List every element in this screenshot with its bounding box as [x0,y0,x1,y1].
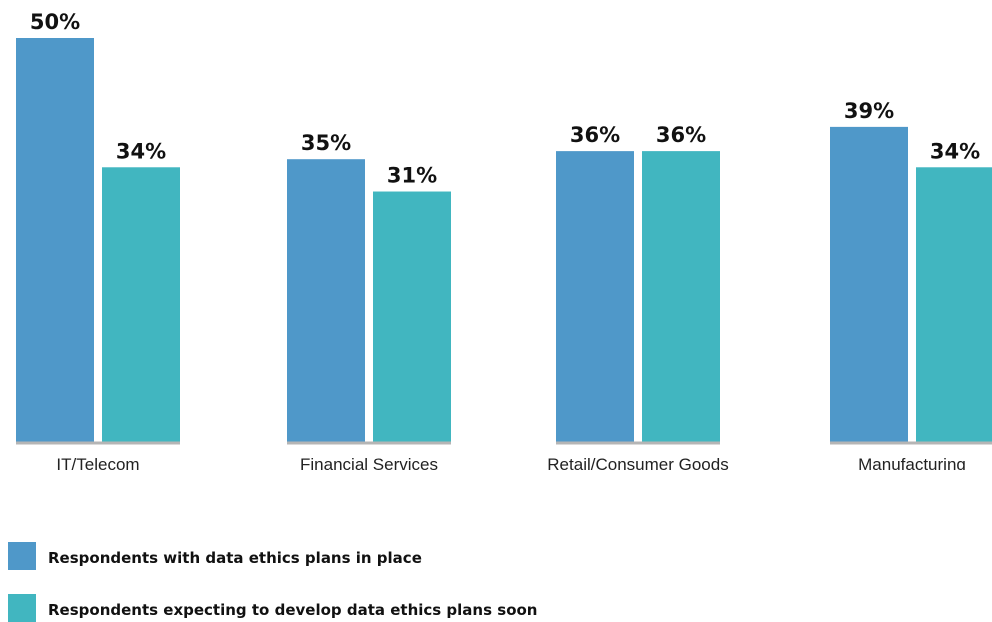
data-label-manufacturing-series-2: 34% [930,139,980,163]
bar-it-telecom-series-2 [102,167,180,442]
legend-swatch-plans-in-place [8,542,36,570]
bar-group-retail-consumer-goods: 36% 36% Retail/Consumer Goods [547,123,728,470]
legend-label-plans-in-place: Respondents with data ethics plans in pl… [48,549,422,567]
bar-group-financial-services: 35% 31% Financial Services [287,131,451,470]
data-label-financial-services-series-1: 35% [301,131,351,155]
data-label-it-telecom-series-2: 34% [116,139,166,163]
legend-label-plans-soon: Respondents expecting to develop data et… [48,601,538,619]
bar-manufacturing-series-1 [830,126,908,442]
bar-it-telecom-series-1 [16,38,94,442]
bar-financial-services-series-1 [287,159,365,442]
bar-financial-services-series-2 [373,191,451,442]
data-label-retail-consumer-goods-series-2: 36% [656,123,706,147]
legend-swatch-plans-soon [8,594,36,622]
category-label-manufacturing: Manufacturing [858,455,966,470]
category-label-retail-consumer-goods: Retail/Consumer Goods [547,455,728,470]
bar-manufacturing-series-2 [916,167,992,442]
category-label-financial-services: Financial Services [300,455,438,470]
bar-retail-consumer-goods-series-2 [642,151,720,442]
data-label-retail-consumer-goods-series-1: 36% [570,123,620,147]
bar-chart: 50% 34% IT/Telecom 35% 31% Financial Services… [16,10,992,470]
category-label-it-telecom: IT/Telecom [56,455,139,470]
data-label-it-telecom-series-1: 50% [30,10,80,34]
bar-group-manufacturing: 39% 34% Manufacturing [830,99,992,470]
bar-group-it-telecom: 50% 34% IT/Telecom [16,10,180,470]
data-label-financial-services-series-2: 31% [387,164,437,188]
bar-retail-consumer-goods-series-1 [556,151,634,442]
data-label-manufacturing-series-1: 39% [844,99,894,123]
